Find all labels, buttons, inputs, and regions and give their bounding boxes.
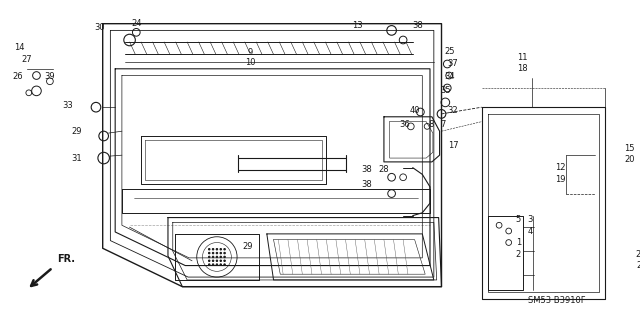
Text: 37: 37 [447,60,458,69]
Circle shape [220,264,221,265]
Circle shape [224,249,225,250]
Circle shape [224,264,225,265]
Circle shape [216,256,218,258]
Text: 12: 12 [556,163,566,172]
Circle shape [209,264,210,265]
Circle shape [209,252,210,254]
Text: 35: 35 [440,86,451,95]
Text: 13: 13 [352,21,362,30]
Text: 33: 33 [62,101,72,110]
Text: FR.: FR. [58,254,76,263]
Circle shape [212,249,214,250]
Text: 38: 38 [412,21,423,30]
Text: 39: 39 [45,72,55,81]
Circle shape [212,260,214,262]
Circle shape [209,260,210,262]
Text: 24: 24 [131,19,141,28]
Text: 32: 32 [448,106,458,115]
Text: 28: 28 [379,165,389,174]
Text: 2: 2 [516,249,521,258]
Circle shape [212,256,214,258]
Text: 14: 14 [14,43,24,52]
Circle shape [224,260,225,262]
Text: 29: 29 [243,242,253,251]
Circle shape [220,252,221,254]
Circle shape [224,256,225,258]
Text: 17: 17 [448,141,458,150]
Circle shape [216,260,218,262]
Text: 29: 29 [72,127,82,136]
Circle shape [216,264,218,265]
Text: 10: 10 [245,58,256,67]
Text: 9: 9 [248,48,253,57]
Text: 1: 1 [516,238,521,247]
Text: 8: 8 [428,120,434,129]
Circle shape [224,252,225,254]
Text: 27: 27 [22,55,32,64]
Text: 38: 38 [361,181,372,189]
Circle shape [212,264,214,265]
Circle shape [212,252,214,254]
Text: 18: 18 [517,64,527,73]
Text: SM53 B3910F: SM53 B3910F [528,296,586,305]
Circle shape [220,249,221,250]
Text: 40: 40 [410,106,420,115]
Text: 31: 31 [72,153,82,163]
Circle shape [216,249,218,250]
Text: 30: 30 [95,23,105,32]
Text: 3: 3 [527,215,532,224]
Text: 26: 26 [12,72,22,81]
Circle shape [220,256,221,258]
Text: 36: 36 [399,120,410,129]
Circle shape [209,249,210,250]
Circle shape [220,260,221,262]
Text: 23: 23 [636,249,640,258]
Text: 5: 5 [516,215,521,224]
Text: 22: 22 [636,261,640,270]
Circle shape [216,252,218,254]
Text: 25: 25 [444,47,454,56]
Text: 19: 19 [556,175,566,184]
Text: 38: 38 [361,165,372,174]
Text: 4: 4 [527,226,532,235]
Text: 15: 15 [625,144,635,153]
Circle shape [209,256,210,258]
Text: 34: 34 [444,72,454,81]
Text: 7: 7 [441,120,446,129]
Text: 20: 20 [625,155,635,165]
Text: 11: 11 [517,53,527,62]
